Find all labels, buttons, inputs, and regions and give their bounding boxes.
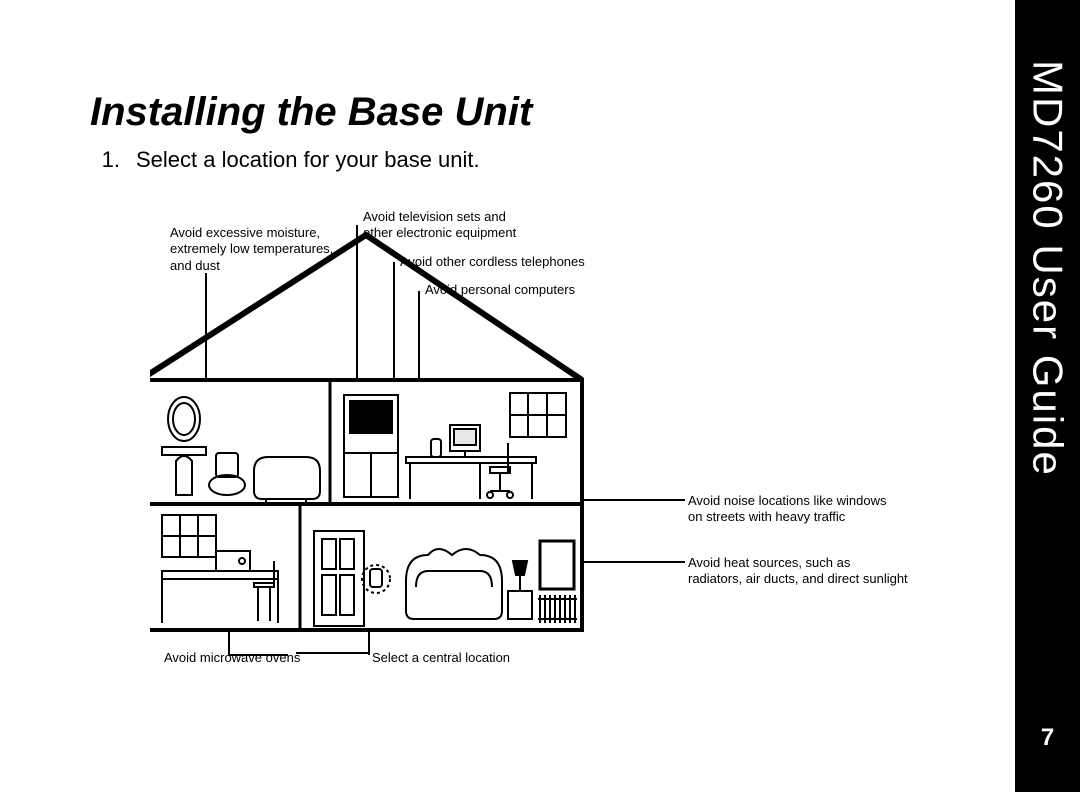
- step-text: Select a location for your base unit.: [124, 147, 480, 173]
- spine-bar: MD7260 User Guide 7: [1015, 0, 1080, 792]
- house-diagram: Avoid excessive moisture,extremely low t…: [150, 205, 1000, 675]
- callout-heat: Avoid heat sources, such asradiators, ai…: [688, 555, 908, 588]
- callout-central: Select a central location: [372, 650, 510, 666]
- page-title: Installing the Base Unit: [90, 90, 1010, 135]
- page-number: 7: [1041, 724, 1054, 752]
- house-svg: [150, 205, 690, 645]
- callout-noise: Avoid noise locations like windowson str…: [688, 493, 886, 526]
- step-number: 1.: [90, 147, 124, 173]
- spine-title: MD7260 User Guide: [1024, 60, 1072, 724]
- step-1: 1. Select a location for your base unit.: [90, 147, 1010, 173]
- callout-microwave: Avoid microwave ovens: [164, 650, 300, 666]
- main-content: Installing the Base Unit 1. Select a loc…: [90, 90, 1010, 173]
